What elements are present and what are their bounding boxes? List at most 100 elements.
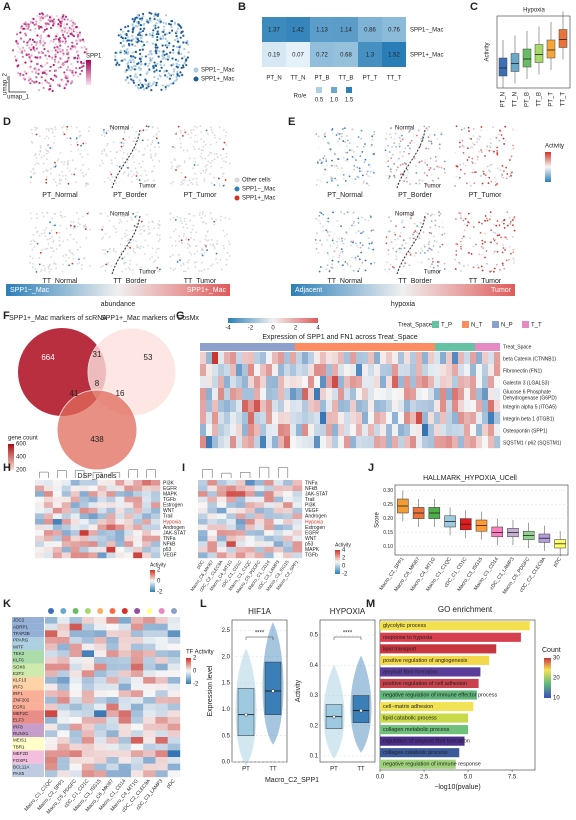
cell-dot bbox=[401, 155, 404, 158]
sample-label: TT_Tumor bbox=[469, 278, 502, 285]
cell-dot bbox=[40, 51, 43, 55]
cell-dot bbox=[172, 45, 175, 48]
heat-cell bbox=[302, 352, 309, 365]
heat-cell bbox=[254, 400, 261, 413]
colorbar-tick-label: 0 bbox=[157, 579, 161, 585]
region-label: Tumor bbox=[139, 270, 156, 276]
cell-dot bbox=[480, 129, 483, 132]
heat-cell bbox=[88, 485, 98, 492]
cell-dot bbox=[35, 23, 38, 26]
heat-cell bbox=[69, 703, 83, 711]
cell-dot bbox=[485, 262, 488, 265]
cell-dot bbox=[138, 162, 141, 165]
heat-cell bbox=[464, 364, 471, 377]
cell-dot bbox=[35, 47, 39, 50]
heat-cell bbox=[470, 352, 477, 365]
cell-dot bbox=[144, 79, 148, 82]
cell-dot bbox=[180, 142, 182, 145]
cell-dot bbox=[437, 251, 440, 254]
cell-dot bbox=[135, 170, 138, 173]
cell-dot bbox=[173, 80, 176, 83]
cell-dot bbox=[65, 48, 69, 52]
cell-dot bbox=[318, 270, 321, 273]
cell-dot bbox=[196, 140, 199, 143]
cell-dot bbox=[55, 15, 58, 18]
heat-cell bbox=[88, 513, 98, 520]
heat-cell bbox=[133, 507, 143, 514]
row-label: NFkB bbox=[163, 542, 176, 548]
heat-cell bbox=[69, 763, 83, 771]
heat-cell bbox=[308, 436, 315, 449]
cell-dot bbox=[120, 35, 123, 39]
cell-dot bbox=[114, 51, 117, 54]
cell-dot bbox=[29, 261, 31, 264]
cell-dot bbox=[429, 248, 432, 250]
heat-cell bbox=[57, 683, 70, 691]
cell-dot bbox=[143, 179, 146, 182]
plot-frame bbox=[394, 484, 569, 556]
cell-dot bbox=[459, 212, 462, 215]
cell-dot bbox=[156, 133, 158, 135]
cell-dot bbox=[132, 250, 135, 253]
y-tick-label: 1.5 bbox=[222, 681, 231, 687]
cell-dot bbox=[57, 158, 60, 161]
cell-dot bbox=[188, 251, 191, 254]
heat-cell bbox=[52, 496, 62, 503]
heat-cell bbox=[245, 480, 255, 486]
cell-dot bbox=[157, 26, 160, 29]
cell-dot bbox=[426, 129, 429, 131]
heat-cell bbox=[273, 524, 284, 531]
cell-dot bbox=[38, 21, 41, 24]
cell-dot bbox=[17, 45, 20, 49]
bar-label: cell−matrix adhesion bbox=[383, 704, 433, 710]
cell-dot bbox=[204, 238, 207, 241]
cell-dot bbox=[340, 211, 343, 213]
heat-cell bbox=[226, 507, 237, 514]
cell-dot bbox=[32, 233, 35, 236]
cell-dot bbox=[54, 161, 56, 164]
cell-dot bbox=[385, 242, 388, 245]
row-label: Glucose 6 Phosphate bbox=[503, 389, 551, 395]
cell-dot bbox=[49, 65, 52, 68]
cell-dot bbox=[341, 264, 344, 267]
cell-dot bbox=[161, 44, 164, 47]
cell-dot bbox=[441, 243, 444, 246]
cell-dot bbox=[370, 144, 373, 147]
cell-dot bbox=[330, 176, 332, 178]
row-label: MITF bbox=[13, 644, 24, 649]
heat-cell bbox=[416, 412, 423, 425]
dendrogram bbox=[278, 467, 289, 478]
heat-cell bbox=[45, 657, 58, 664]
panel-letter: M bbox=[366, 598, 375, 610]
heat-cell bbox=[69, 750, 83, 758]
heat-cell bbox=[410, 352, 417, 365]
cell-dot bbox=[508, 175, 511, 178]
heat-cell bbox=[283, 513, 293, 520]
cell-dot bbox=[56, 32, 60, 36]
heat-cell bbox=[142, 524, 152, 531]
row-label: VEGF bbox=[163, 553, 177, 559]
cell-dot bbox=[58, 84, 61, 87]
heat-cell bbox=[106, 710, 119, 718]
cell-dot bbox=[440, 166, 443, 169]
heat-cell bbox=[428, 388, 435, 401]
heat-cell bbox=[404, 352, 411, 365]
cell-dot bbox=[75, 26, 78, 29]
cell-dot bbox=[212, 244, 214, 247]
heat-cell bbox=[236, 412, 243, 425]
cell-dot bbox=[174, 240, 177, 243]
heat-cell bbox=[458, 364, 465, 377]
cell-dot bbox=[360, 129, 363, 132]
cell-dot bbox=[48, 55, 51, 58]
heat-cell bbox=[446, 364, 453, 377]
cell-dot bbox=[390, 156, 393, 159]
cell-dot bbox=[167, 72, 170, 75]
cell-dot bbox=[367, 184, 370, 187]
cell-dot bbox=[500, 147, 502, 150]
cell-dot bbox=[511, 148, 513, 151]
cell-dot bbox=[503, 143, 506, 145]
cell-dot bbox=[390, 220, 392, 222]
cell-dot bbox=[67, 56, 70, 59]
heat-cell bbox=[428, 424, 435, 437]
cell-dot bbox=[156, 35, 159, 39]
